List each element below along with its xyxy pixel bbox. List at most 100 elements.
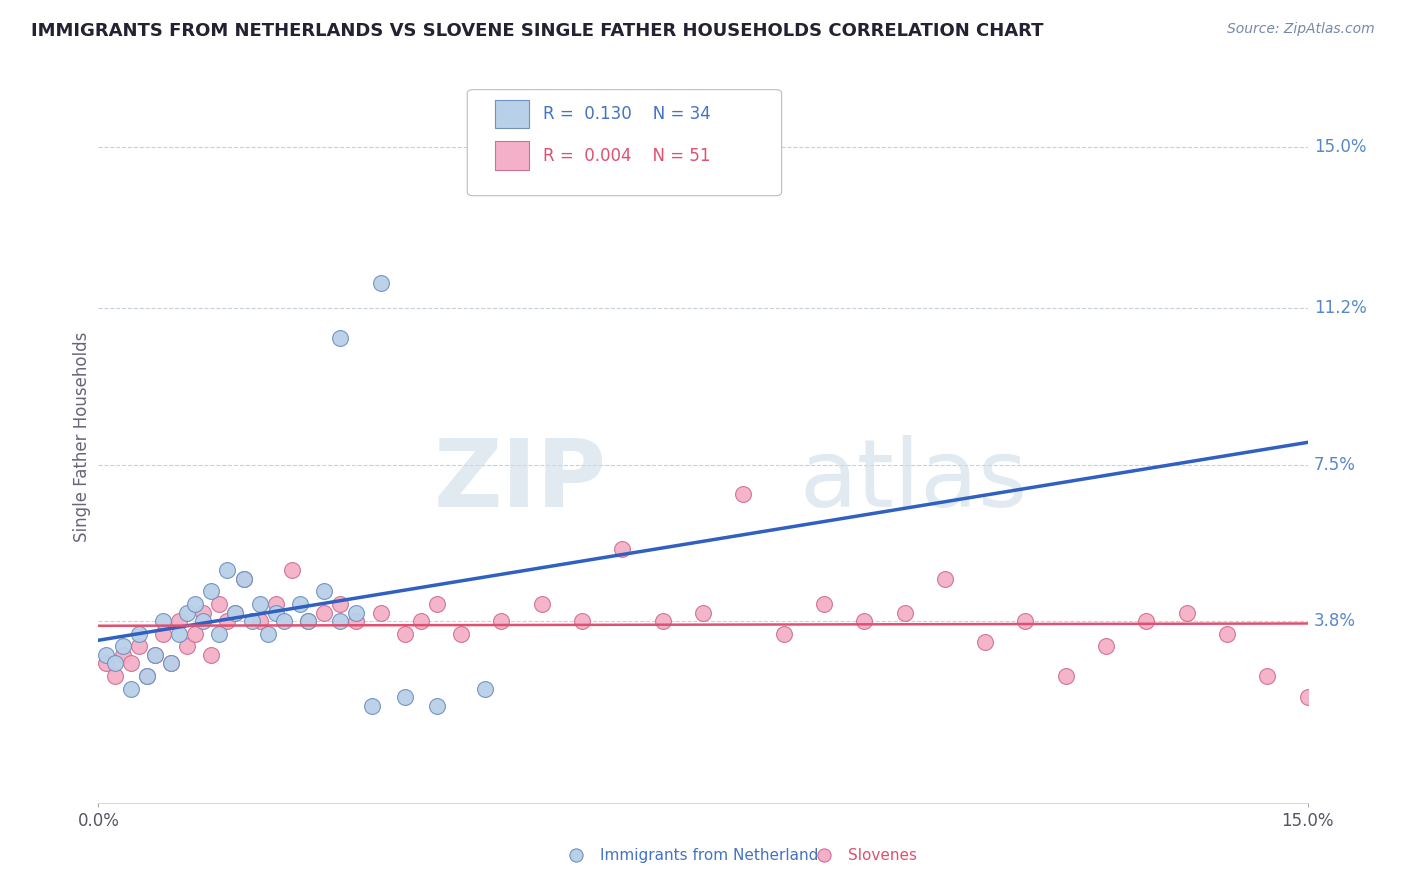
Point (571, 614, 593, 628)
Point (160, 657, 183, 671)
Point (176, 606, 198, 620)
Point (281, 563, 304, 577)
Point (314, 584, 336, 599)
Point (103, 669, 125, 683)
Point (934, 572, 956, 586)
Point (491, 614, 513, 628)
Point (329, 331, 352, 345)
Point (152, 626, 174, 640)
Point (96, 657, 118, 671)
Text: atlas: atlas (800, 435, 1028, 527)
Point (1256, 669, 1278, 683)
Point (240, 614, 263, 628)
Point (224, 606, 246, 620)
Point (1095, 640, 1118, 654)
Bar (495, 100, 529, 128)
Point (111, 640, 134, 654)
Point (217, 614, 239, 628)
Point (200, 648, 222, 662)
FancyBboxPatch shape (467, 90, 782, 195)
Point (329, 614, 352, 628)
Point (409, 614, 432, 628)
Point (232, 572, 254, 586)
Point (530, 597, 553, 611)
Point (1054, 669, 1077, 683)
Point (167, 614, 190, 628)
Point (184, 597, 207, 611)
Point (450, 626, 472, 640)
Point (135, 669, 157, 683)
Point (651, 614, 673, 628)
Point (370, 276, 392, 290)
Point (143, 648, 166, 662)
Point (249, 597, 271, 611)
Point (394, 626, 416, 640)
Point (208, 626, 231, 640)
Point (692, 606, 714, 620)
Point (1216, 626, 1239, 640)
Point (128, 640, 150, 654)
Point (426, 698, 449, 713)
Point (474, 681, 496, 696)
Point (176, 640, 198, 654)
Point (152, 614, 174, 628)
Point (853, 614, 876, 628)
Point (1135, 614, 1157, 628)
Point (1296, 690, 1319, 705)
Point (314, 606, 336, 620)
Text: ZIP: ZIP (433, 435, 606, 527)
Y-axis label: Single Father Households: Single Father Households (73, 332, 91, 542)
Text: Immigrants from Netherlands: Immigrants from Netherlands (600, 848, 827, 863)
Point (370, 606, 392, 620)
Point (297, 614, 319, 628)
Point (160, 657, 183, 671)
Point (1014, 614, 1036, 628)
Point (813, 597, 835, 611)
Point (974, 635, 997, 649)
Point (733, 487, 755, 501)
Point (103, 657, 125, 671)
Point (200, 584, 222, 599)
Point (893, 606, 915, 620)
Point (143, 648, 166, 662)
Text: Slovenes: Slovenes (848, 848, 917, 863)
Point (128, 626, 150, 640)
Text: R =  0.004    N = 51: R = 0.004 N = 51 (543, 147, 711, 165)
Text: 11.2%: 11.2% (1313, 299, 1367, 318)
Text: 3.8%: 3.8% (1313, 612, 1355, 630)
Point (96, 648, 118, 662)
Text: 15.0%: 15.0% (1313, 138, 1367, 156)
Point (273, 614, 295, 628)
Point (297, 614, 319, 628)
Point (120, 657, 142, 671)
Point (426, 597, 449, 611)
Point (167, 626, 190, 640)
Point (344, 614, 367, 628)
Text: Source: ZipAtlas.com: Source: ZipAtlas.com (1227, 22, 1375, 37)
Point (184, 626, 207, 640)
Point (344, 606, 367, 620)
Point (120, 681, 142, 696)
Point (193, 606, 215, 620)
Point (256, 626, 278, 640)
Point (329, 597, 352, 611)
Point (288, 597, 311, 611)
Point (224, 606, 246, 620)
Point (217, 563, 239, 577)
Point (772, 626, 794, 640)
Point (264, 597, 287, 611)
Point (612, 542, 634, 557)
Point (394, 690, 416, 705)
Text: R =  0.130    N = 34: R = 0.130 N = 34 (543, 105, 711, 123)
Point (1175, 606, 1198, 620)
Point (193, 614, 215, 628)
Point (249, 614, 271, 628)
Point (208, 597, 231, 611)
Bar (495, 142, 529, 170)
Point (361, 698, 384, 713)
Point (135, 669, 157, 683)
Text: 7.5%: 7.5% (1313, 456, 1355, 474)
Point (232, 572, 254, 586)
Point (264, 606, 287, 620)
Text: IMMIGRANTS FROM NETHERLANDS VS SLOVENE SINGLE FATHER HOUSEHOLDS CORRELATION CHAR: IMMIGRANTS FROM NETHERLANDS VS SLOVENE S… (31, 22, 1043, 40)
